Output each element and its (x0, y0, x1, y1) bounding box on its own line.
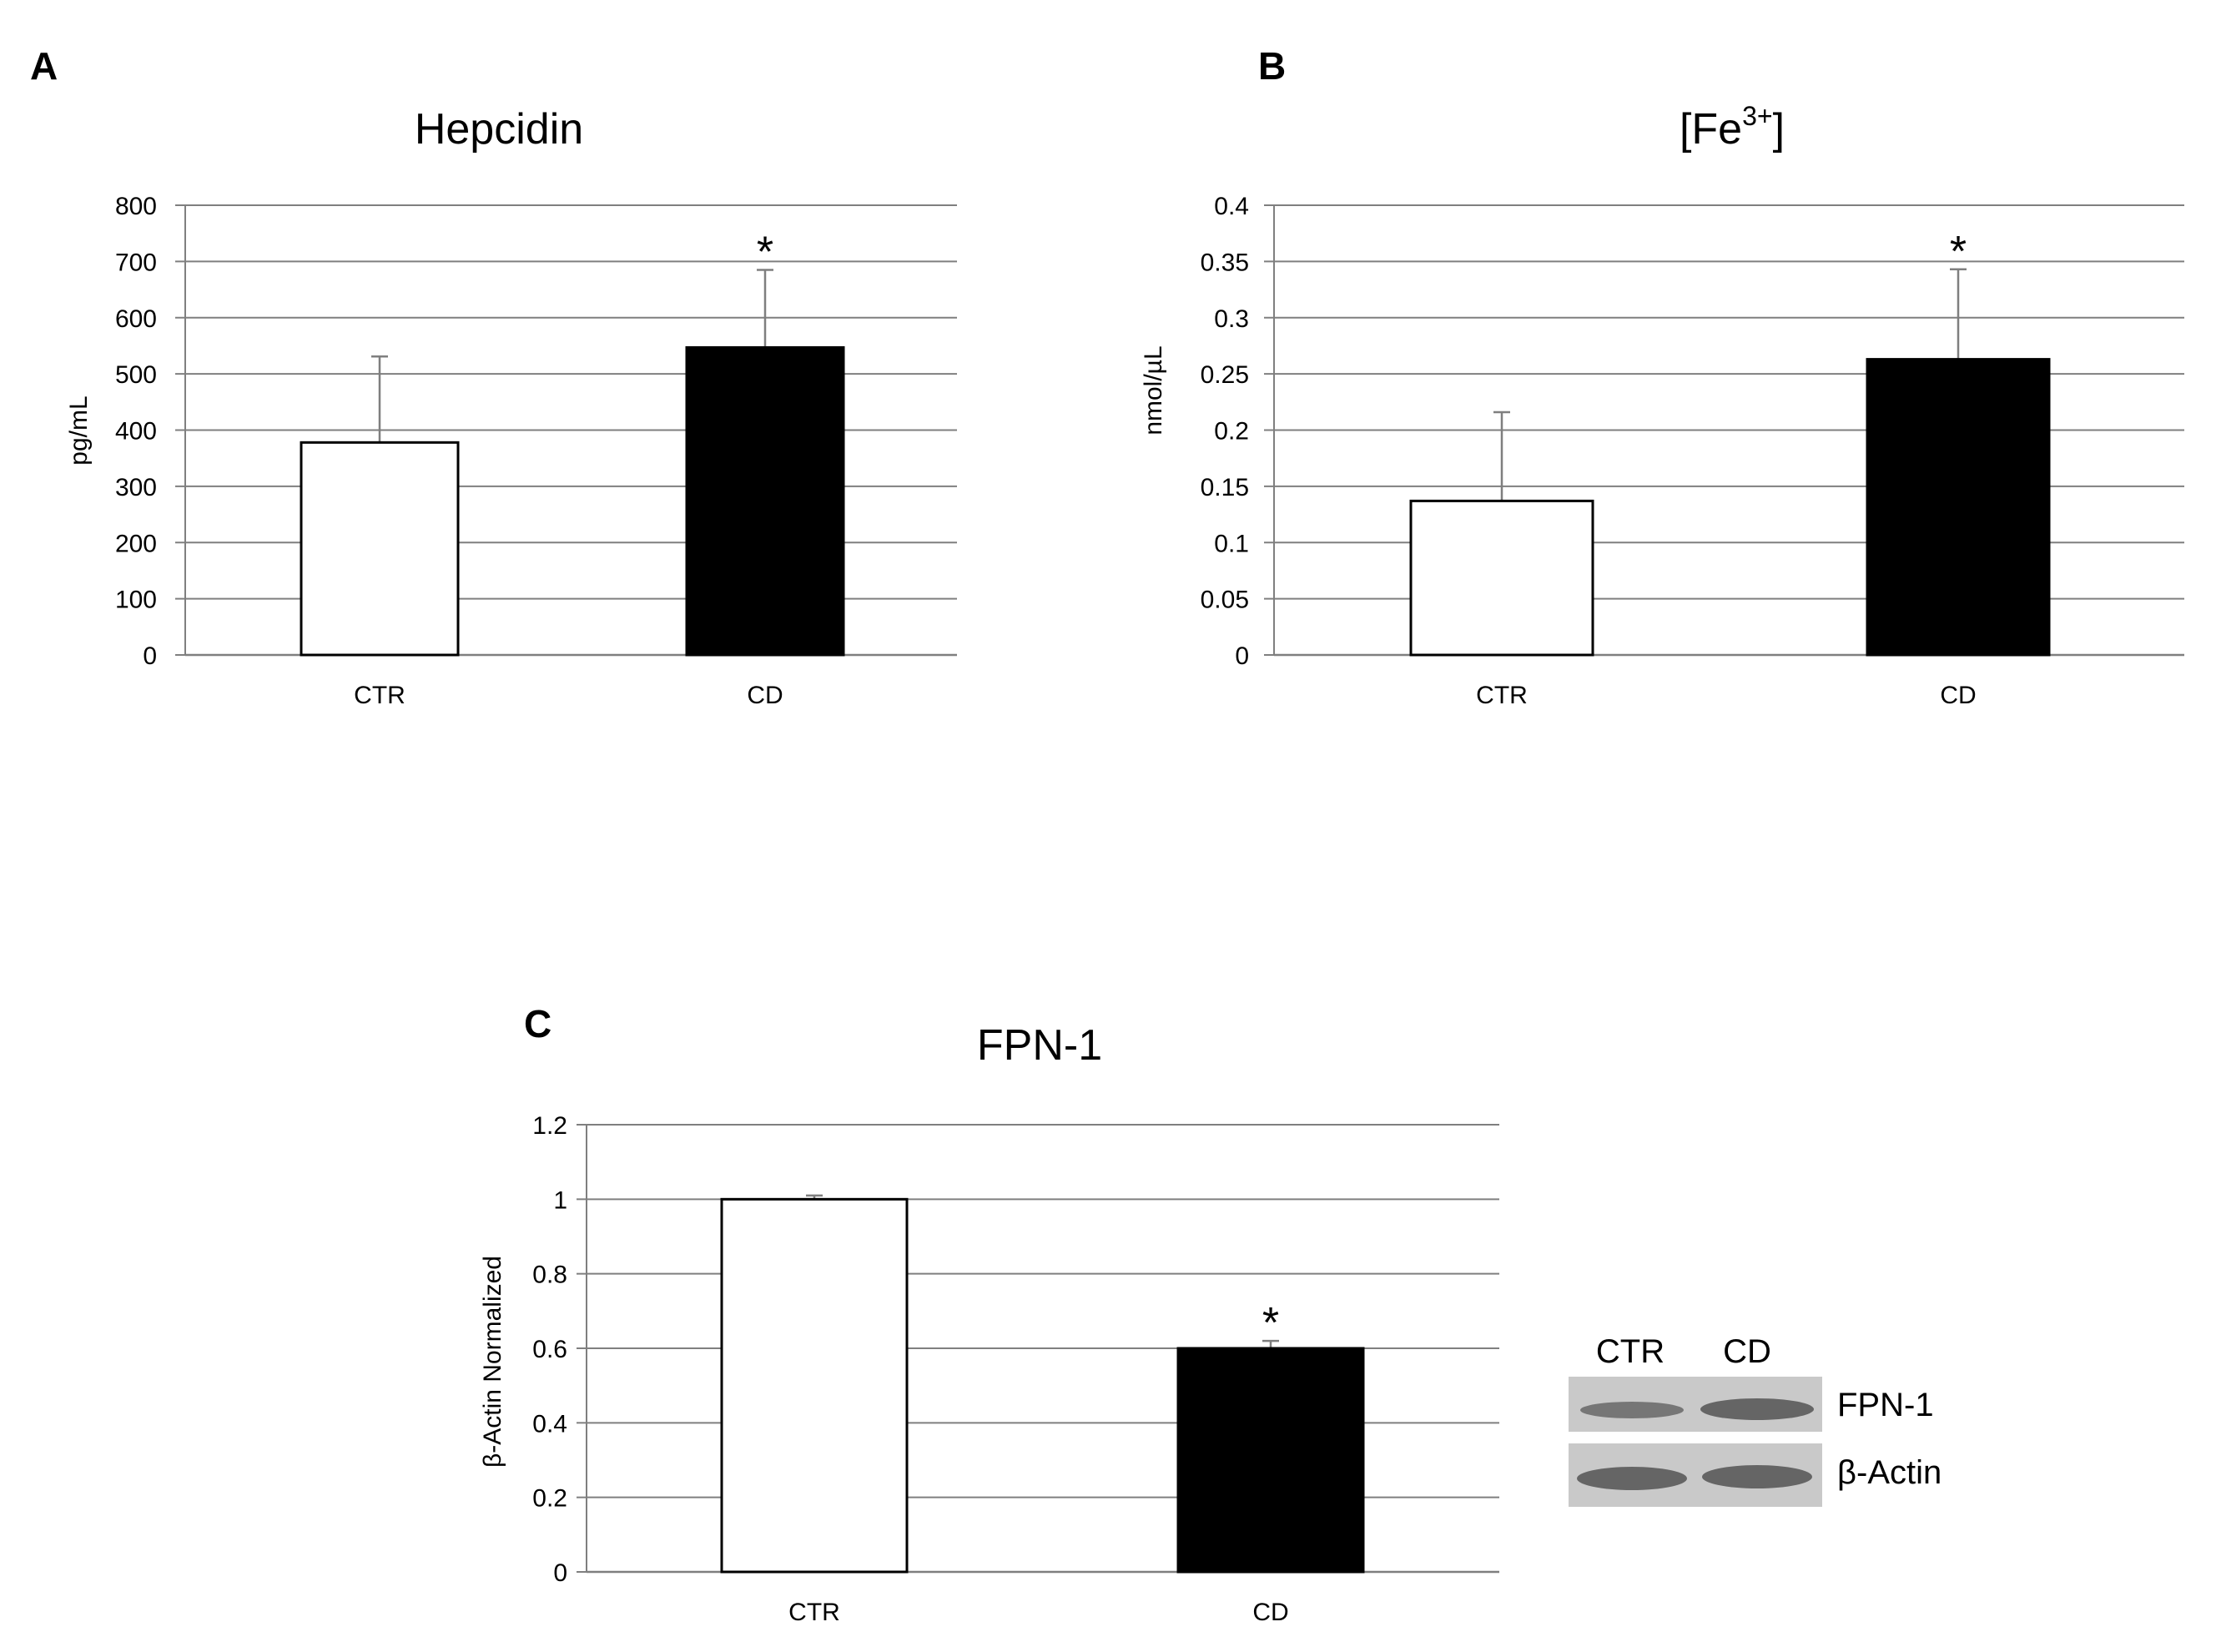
panel-c: C FPN-1 β-Actin Normalized 0 0.2 0.4 0.6 0.8… (479, 1002, 1499, 1626)
y-tick-label: 0 (1235, 642, 1249, 670)
y-tick-label: 700 (115, 249, 157, 276)
x-tick-label: CTR (788, 1599, 840, 1626)
y-tick-label: 200 (115, 530, 157, 557)
y-tick-label: 1.2 (532, 1112, 567, 1140)
plot-area-a: 0 100 200 300 400 500 600 700 800 CTR CD * (115, 193, 957, 709)
significance-marker: * (1262, 1299, 1279, 1347)
y-tick-label: 800 (115, 193, 157, 220)
bar-cd (1176, 1347, 1365, 1574)
y-axis-label-c: β-Actin Normalized (479, 1256, 506, 1468)
blot-row-label-beta-actin: β-Actin (1837, 1454, 1942, 1491)
x-tick-label: CD (1252, 1599, 1288, 1626)
bar-cd (685, 345, 845, 657)
bar-ctr (1409, 499, 1594, 657)
y-tick-label: 0.35 (1201, 249, 1249, 276)
bar-cd (1866, 358, 2051, 657)
blot-row-label-fpn1: FPN-1 (1837, 1387, 1934, 1423)
y-tick-label: 0.6 (532, 1336, 567, 1363)
x-tick-label: CD (747, 682, 783, 709)
blot-lane-label-ctr: CTR (1596, 1333, 1665, 1370)
blot-band-fpn1-cd (1700, 1398, 1814, 1420)
y-axis-label-b: nmol/µL (1140, 345, 1167, 435)
y-tick-label: 0.25 (1201, 361, 1249, 389)
chart-title-a: Hepcidin (415, 105, 583, 154)
bar-ctr (300, 441, 460, 657)
y-tick-label: 300 (115, 474, 157, 501)
bar-ctr (720, 1197, 909, 1574)
blot-lane-label-cd: CD (1723, 1333, 1771, 1370)
plot-area-b: 0 0.05 0.1 0.15 0.2 0.25 0.3 0.35 0.4 CTR CD * (1201, 193, 2184, 709)
blot-band-fpn1-ctr (1580, 1402, 1684, 1418)
y-tick-label: 100 (115, 587, 157, 614)
y-axis-label-a: pg/mL (65, 395, 93, 465)
y-tick-label: 500 (115, 361, 157, 389)
panel-b: B [Fe3+] nmol/µL 00.050.10.150.20.250.30… (1140, 44, 2184, 709)
y-tick-label: 0.2 (532, 1485, 567, 1513)
y-tick-label: 0.2 (1214, 418, 1249, 446)
y-tick-label: 0.05 (1201, 587, 1249, 614)
y-tick-label: 0.4 (532, 1410, 567, 1438)
chart-title-b-superscript: 3+ (1742, 101, 1772, 131)
panel-a: A Hepcidin pg/mL 0 100 200 300 400 500 600 700 8… (30, 44, 957, 709)
panel-letter-b: B (1258, 44, 1286, 88)
x-tick-label: CD (1940, 682, 1976, 709)
panel-letter-a: A (30, 44, 58, 88)
y-tick-label: 0 (143, 642, 157, 670)
blot-band-beta-actin-cd (1702, 1465, 1812, 1488)
chart-title-b-base: [Fe (1680, 105, 1742, 154)
y-tick-label: 0.4 (1214, 193, 1249, 220)
y-tick-label: 0.3 (1214, 305, 1249, 333)
y-tick-label: 600 (115, 305, 157, 333)
plot-area-c: 0 0.2 0.4 0.6 0.8 1 1.2 CTR CD * (532, 1112, 1499, 1626)
y-tick-label: 0.15 (1201, 474, 1249, 501)
y-tick-label: 0.1 (1214, 530, 1249, 557)
chart-title-a-base: Hepcidin (415, 105, 583, 154)
y-tick-label: 1 (553, 1186, 567, 1214)
significance-marker: * (757, 228, 773, 276)
chart-title-c-base: FPN-1 (977, 1021, 1102, 1070)
panel-letter-c: C (524, 1002, 551, 1045)
western-blot: CTR CD FPN-1 β-Actin (1569, 1333, 1942, 1507)
x-tick-label: CTR (354, 682, 405, 709)
x-tick-label: CTR (1476, 682, 1528, 709)
significance-marker: * (1950, 228, 1967, 276)
chart-title-c: FPN-1 (977, 1021, 1102, 1070)
y-tick-label: 400 (115, 418, 157, 446)
blot-band-beta-actin-ctr (1577, 1467, 1687, 1490)
y-tick-label: 0 (553, 1559, 567, 1587)
chart-title-b: [Fe3+] (1680, 101, 1785, 154)
y-tick-label: 0.8 (532, 1262, 567, 1289)
chart-title-b-tail: ] (1773, 105, 1785, 154)
